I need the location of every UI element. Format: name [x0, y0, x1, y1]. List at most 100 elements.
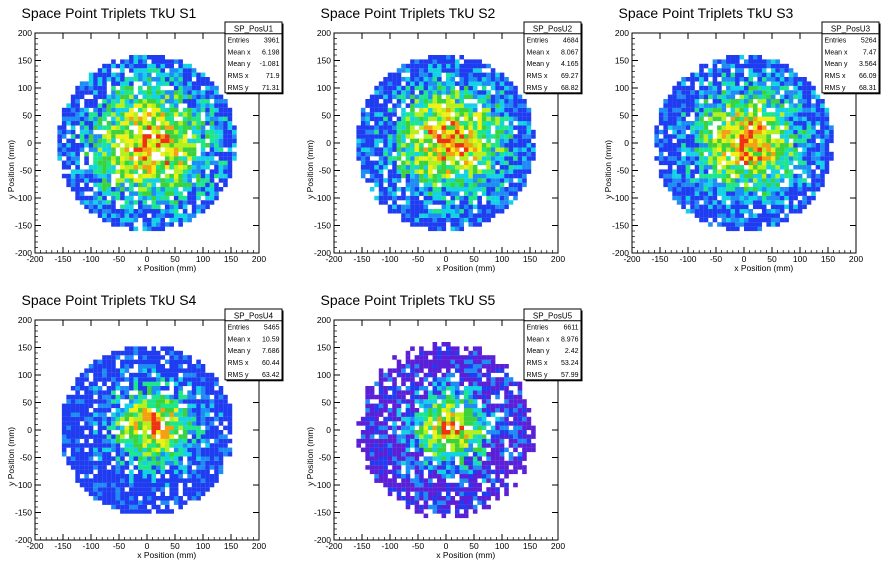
heatmap-cell	[477, 173, 482, 179]
heatmap-cell	[748, 134, 754, 139]
heatmap-cell	[486, 165, 491, 170]
heatmap-cell	[788, 204, 794, 210]
heatmap-cell	[102, 178, 107, 183]
heatmap-cell	[504, 169, 509, 174]
heatmap-cell	[446, 55, 451, 60]
heatmap-cell	[788, 151, 794, 157]
heatmap-cell	[486, 160, 491, 166]
heatmap-cell	[717, 99, 722, 104]
heatmap-cell	[672, 191, 677, 196]
y-tick-label: 50	[620, 111, 630, 121]
heatmap-cell	[169, 421, 174, 426]
heatmap-cell	[676, 99, 682, 104]
heatmap-cell	[142, 452, 148, 457]
heatmap-cell	[93, 134, 98, 139]
heatmap-cell	[97, 390, 103, 395]
heatmap-cell	[120, 116, 125, 122]
heatmap-cell	[392, 72, 397, 78]
heatmap-cell	[490, 116, 496, 122]
heatmap-cell	[173, 447, 179, 453]
heatmap-cell	[178, 81, 183, 86]
heatmap-cell	[218, 125, 224, 130]
heatmap-cell	[138, 129, 143, 135]
heatmap-cell	[151, 465, 157, 470]
heatmap-cell	[414, 151, 420, 157]
heatmap-cell	[802, 112, 807, 117]
heatmap-cell	[151, 55, 157, 60]
heatmap-cell	[169, 399, 174, 404]
heatmap-cell	[703, 143, 709, 148]
heatmap-cell	[129, 456, 134, 461]
heatmap-cell	[437, 55, 442, 60]
heatmap-cell	[752, 178, 758, 183]
heatmap-cell	[160, 460, 166, 466]
heatmap-cell	[79, 403, 85, 409]
heatmap-cell	[169, 460, 174, 466]
heatmap-cell	[214, 147, 219, 152]
heatmap-cell	[811, 187, 816, 192]
heatmap-cell	[138, 143, 143, 148]
heatmap-cell	[757, 94, 763, 100]
heatmap-cell	[513, 187, 518, 192]
heatmap-cell	[699, 209, 704, 214]
heatmap-cell	[820, 138, 825, 144]
heatmap-cell	[147, 443, 152, 448]
heatmap-cell	[517, 125, 523, 130]
heatmap-cell	[383, 121, 388, 126]
heatmap-cell	[811, 134, 816, 139]
heatmap-cell	[106, 500, 112, 505]
heatmap-cell	[155, 112, 161, 117]
heatmap-cell	[70, 434, 76, 439]
y-tick-label: 0	[27, 425, 32, 435]
heatmap-cells	[654, 55, 834, 232]
heatmap-cell	[752, 107, 758, 113]
heatmap-cell	[218, 421, 224, 426]
heatmap-cell	[106, 469, 112, 475]
heatmap-cell	[155, 381, 161, 387]
heatmap-cell	[147, 165, 152, 170]
heatmap-cell	[481, 85, 487, 91]
heatmap-cell	[75, 478, 80, 483]
heatmap-cell	[120, 482, 125, 488]
heatmap-cell	[360, 129, 366, 135]
heatmap-cell	[111, 478, 116, 483]
heatmap-cell	[499, 209, 505, 214]
heatmap-cell	[97, 465, 103, 470]
heatmap-cell	[766, 129, 771, 135]
heatmap-cell	[111, 465, 116, 470]
heatmap-cell	[205, 178, 210, 183]
heatmap-cell	[378, 138, 384, 144]
heatmap-cell	[187, 478, 192, 483]
heatmap-cell	[463, 156, 469, 161]
heatmap-cell	[61, 160, 67, 166]
heatmap-cell	[383, 99, 388, 104]
heatmap-cell	[369, 187, 375, 192]
heatmap-cell	[160, 491, 166, 497]
heatmap-cell	[173, 182, 179, 188]
heatmap-cell	[517, 138, 523, 144]
heatmap-cell	[490, 191, 496, 196]
heatmap-cell	[66, 107, 71, 113]
heatmap-cell	[526, 138, 532, 144]
heatmap-cell	[129, 200, 134, 205]
heatmap-cell	[97, 213, 103, 218]
heatmap-cell	[401, 116, 406, 122]
heatmap-cell	[196, 447, 201, 453]
heatmap-cell	[164, 443, 170, 448]
heatmap-cell	[147, 125, 152, 130]
heatmap-cell	[797, 107, 803, 113]
heatmap-cell	[106, 487, 112, 492]
heatmap-cell	[513, 94, 518, 100]
heatmap-cell	[522, 173, 527, 179]
heatmap-cell	[120, 474, 125, 479]
heatmap-cell	[102, 403, 107, 409]
heatmap-cell	[106, 372, 112, 378]
heatmap-cell	[133, 465, 139, 470]
heatmap-cell	[102, 143, 107, 148]
heatmap-cell	[378, 182, 384, 188]
heatmap-cell	[106, 460, 112, 466]
heatmap-cell	[115, 72, 121, 78]
heatmap-cell	[441, 169, 447, 174]
heatmap-cell	[187, 465, 192, 470]
